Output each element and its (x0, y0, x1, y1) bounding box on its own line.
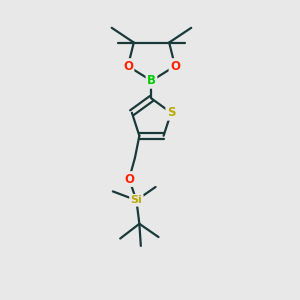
Text: O: O (124, 172, 134, 185)
Text: B: B (147, 74, 156, 87)
Text: O: O (123, 60, 133, 73)
Text: S: S (167, 106, 175, 119)
Text: Si: Si (130, 195, 142, 205)
Text: O: O (170, 60, 180, 73)
